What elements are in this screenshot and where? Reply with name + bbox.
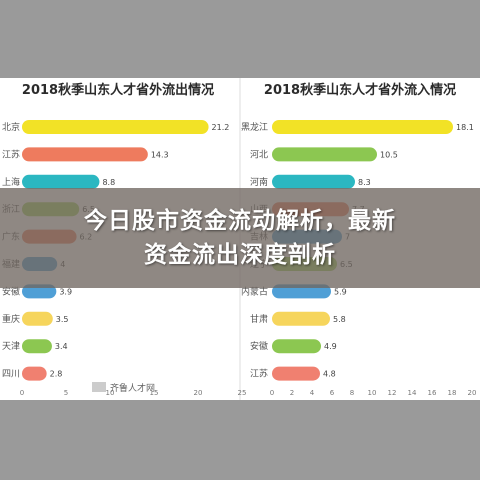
right-axis-tick-label: 14 [408,389,417,397]
watermark-logo-icon [92,382,106,392]
left-value-label: 2.8 [50,370,63,379]
right-value-label: 4.8 [323,370,336,379]
right-value-label: 18.1 [456,123,474,132]
left-axis-tick-label: 10 [106,389,115,397]
right-bar [272,120,453,134]
left-axis-tick-label: 5 [64,389,68,397]
right-value-label: 5.9 [334,287,347,296]
left-value-label: 3.9 [59,287,72,296]
headline-line-2: 资金流出深度剖析 [144,242,336,268]
right-category-label: 内蒙古 [241,285,268,297]
left-value-label: 21.2 [212,123,230,132]
right-value-label: 10.5 [380,150,398,159]
right-category-label: 河南 [250,176,268,188]
right-axis-tick-label: 12 [388,389,397,397]
right-category-label: 江苏 [250,368,268,380]
left-value-label: 14.3 [151,150,169,159]
right-bar [272,366,320,381]
right-axis-tick-label: 8 [350,389,354,397]
right-axis-tick-label: 16 [428,389,437,397]
right-axis-tick-label: 2 [290,389,294,397]
left-category-label: 天津 [2,341,20,352]
right-bar [272,174,355,189]
right-axis-tick-label: 18 [448,389,457,397]
right-value-label: 5.8 [333,315,346,324]
right-axis-tick-label: 6 [330,389,335,397]
left-bar [22,120,209,134]
right-category-label: 河北 [250,148,268,160]
right-axis-tick-label: 0 [270,389,274,397]
left-value-label: 3.5 [56,315,69,324]
left-category-label: 江苏 [2,148,20,160]
right-bar [272,311,330,326]
right-category-label: 黑龙江 [241,121,268,133]
watermark-text: 齐鲁人才网 [110,382,155,394]
left-axis-tick-label: 15 [150,389,159,397]
left-bar [22,147,148,162]
right-axis-tick-label: 20 [468,389,477,397]
right-value-label: 4.9 [324,342,337,351]
left-axis-tick-label: 20 [194,389,203,397]
left-category-label: 四川 [2,370,20,380]
right-value-label: 8.3 [358,178,371,187]
headline-banner: 今日股市资金流动解析，最新 资金流出深度剖析 [0,188,480,288]
right-axis-tick-label: 10 [368,389,377,397]
left-axis-tick-label: 0 [20,389,24,397]
left-category-label: 安徽 [2,285,20,297]
right-axis-tick-label: 4 [310,389,315,397]
left-category-label: 北京 [2,121,20,133]
right-category-label: 安徽 [250,340,268,352]
left-category-label: 重庆 [2,313,20,325]
left-bar [22,311,53,326]
left-category-label: 上海 [2,176,20,188]
left-bar [22,366,47,381]
left-bar [22,174,100,189]
right-chart-title: 2018秋季山东人才省外流入情况 [264,82,456,98]
left-value-label: 8.8 [102,178,115,187]
right-bar [272,339,321,354]
right-category-label: 甘肃 [250,313,268,325]
headline-line-1: 今日股市资金流动解析，最新 [84,208,396,234]
left-chart-title: 2018秋季山东人才省外流出情况 [22,82,214,98]
left-value-label: 3.4 [55,342,68,351]
left-axis-tick-label: 25 [238,389,247,397]
right-bar [272,147,377,162]
left-bar [22,339,52,354]
